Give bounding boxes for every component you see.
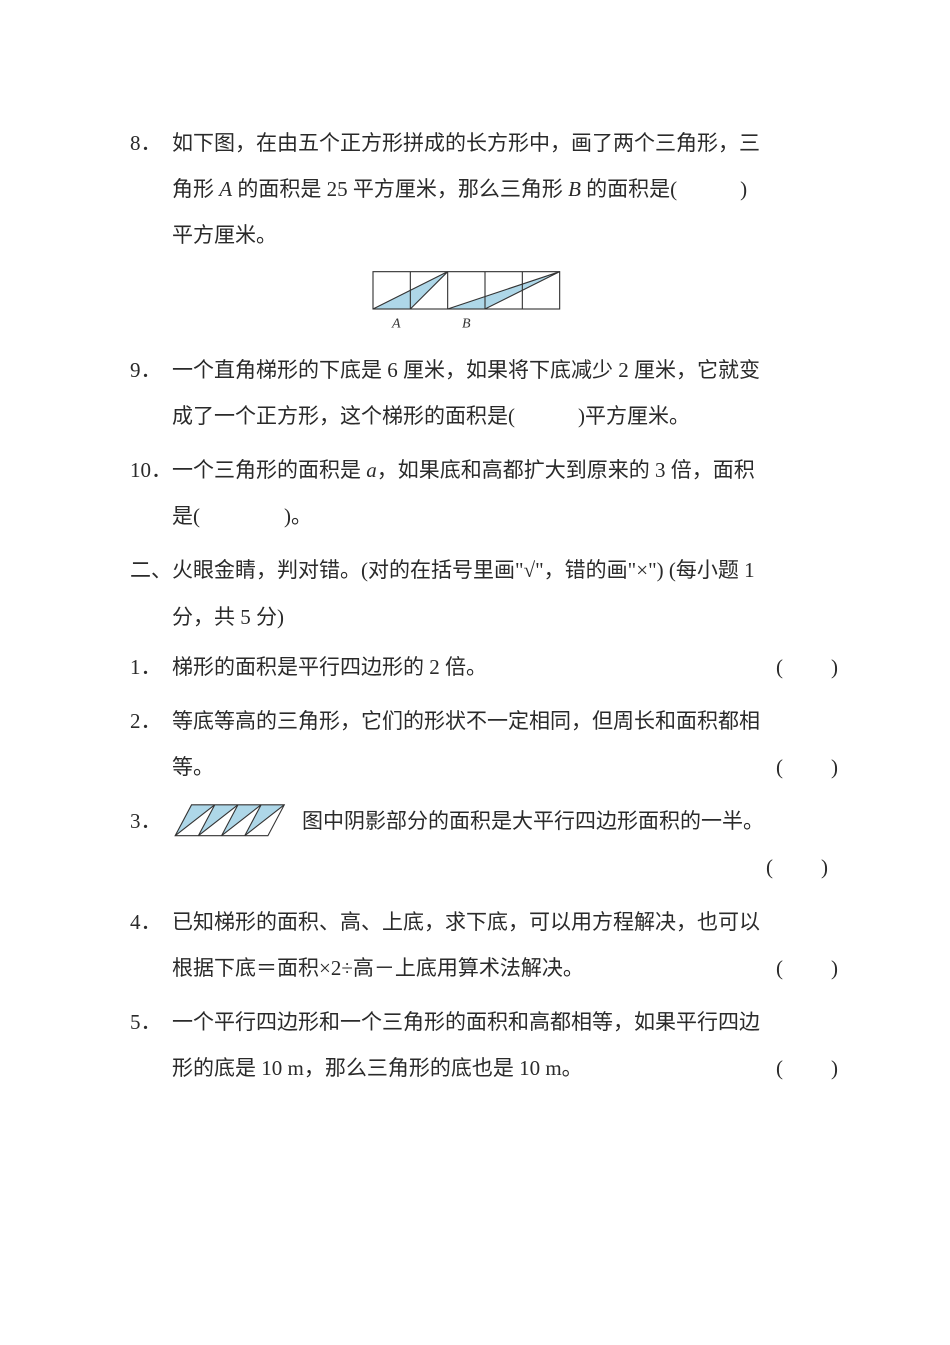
q8-italic-b: B [568,177,581,201]
judge-1: 1．梯形的面积是平行四边形的 2 倍。 ( ) [130,644,840,690]
j5-number: 5． [130,999,172,1045]
svg-text:A: A [391,316,401,331]
q9-body: 成了一个正方形，这个梯形的面积是( )平方厘米。 [130,393,840,439]
question-9: 9．一个直角梯形的下底是 6 厘米，如果将下底减少 2 厘米，它就变 成了一个正… [130,347,840,439]
j4-line1: 已知梯形的面积、高、上底，求下底，可以用方程解决，也可以 [172,910,760,934]
j1-text: 梯形的面积是平行四边形的 2 倍。 [172,655,487,679]
q8-number: 8． [130,120,172,166]
q10-line1a: 一个三角形的面积是 [172,458,366,482]
q9-line1: 一个直角梯形的下底是 6 厘米，如果将下底减少 2 厘米，它就变 [172,358,760,382]
j3-text: 图中阴影部分的面积是大平行四边形面积的一半。 [302,809,764,833]
q8-line1a: 如下图，在由五个正方形拼成的长方形中，画了两个三角形，三 [172,131,760,155]
q8-line1d: 的面积是( ) [581,177,747,201]
j2-line2: 等。 [172,744,756,790]
q10-line1b: ，如果底和高都扩大到原来的 3 倍，面积 [377,458,755,482]
judge-5: 5．一个平行四边形和一个三角形的面积和高都相等，如果平行四边 形的底是 10 m… [130,999,840,1091]
j2-number: 2． [130,698,172,744]
q8-body: 角形 A 的面积是 25 平方厘米，那么三角形 B 的面积是( ) 平方厘米。 [130,166,840,258]
q10-body: 是( )。 [130,493,840,539]
j5-paren: ( ) [756,1045,840,1091]
j2-line1: 等底等高的三角形，它们的形状不一定相同，但周长和面积都相 [172,709,760,733]
q8-italic-a: A [219,177,232,201]
section-2-title2-wrap: 分，共 5 分) [130,594,840,640]
q8-diagram: AB [365,267,605,337]
j3-number: 3． [130,798,172,844]
j4-paren: ( ) [756,945,840,991]
section-2-title2: 分，共 5 分) [172,605,284,629]
j3-paren: ( ) [746,855,830,879]
judge-2: 2．等底等高的三角形，它们的形状不一定相同，但周长和面积都相 等。 ( ) [130,698,840,790]
j2-paren: ( ) [756,744,840,790]
judge-4: 4．已知梯形的面积、高、上底，求下底，可以用方程解决，也可以 根据下底＝面积×2… [130,899,840,991]
j1-number: 1． [130,644,172,690]
q9-number: 9． [130,347,172,393]
j4-number: 4． [130,899,172,945]
j4-line2: 根据下底＝面积×2÷高－上底用算术法解决。 [172,945,756,991]
q10-italic-a: a [366,458,377,482]
j1-paren: ( ) [756,644,840,690]
q8-line2: 平方厘米。 [172,212,840,258]
j3-diagram [172,803,302,843]
q9-line2: 成了一个正方形，这个梯形的面积是( )平方厘米。 [172,404,690,428]
q10-number: 10． [130,447,172,493]
question-8: 8．如下图，在由五个正方形拼成的长方形中，画了两个三角形，三 角形 A 的面积是… [130,120,840,337]
q8-diagram-container: AB [130,267,840,337]
q10-line2: 是( )。 [172,504,312,528]
q8-line1c: 的面积是 25 平方厘米，那么三角形 [232,177,568,201]
section-2-header: 二、火眼金睛，判对错。(对的在括号里画"√"，错的画"×") (每小题 1 分，… [130,547,840,639]
question-10: 10．一个三角形的面积是 a，如果底和高都扩大到原来的 3 倍，面积 是( )。 [130,447,840,539]
judge-3: 3． 图中阴影部分的面积是大平行四边形面积的一半。 ( ) [130,798,840,890]
q8-line1b: 角形 [172,177,219,201]
j5-line2: 形的底是 10 m，那么三角形的底也是 10 m。 [172,1045,756,1091]
svg-text:B: B [462,316,471,331]
j5-line1: 一个平行四边形和一个三角形的面积和高都相等，如果平行四边 [172,1010,760,1034]
section-2-title1: 二、火眼金睛，判对错。(对的在括号里画"√"，错的画"×") (每小题 1 [130,558,755,582]
